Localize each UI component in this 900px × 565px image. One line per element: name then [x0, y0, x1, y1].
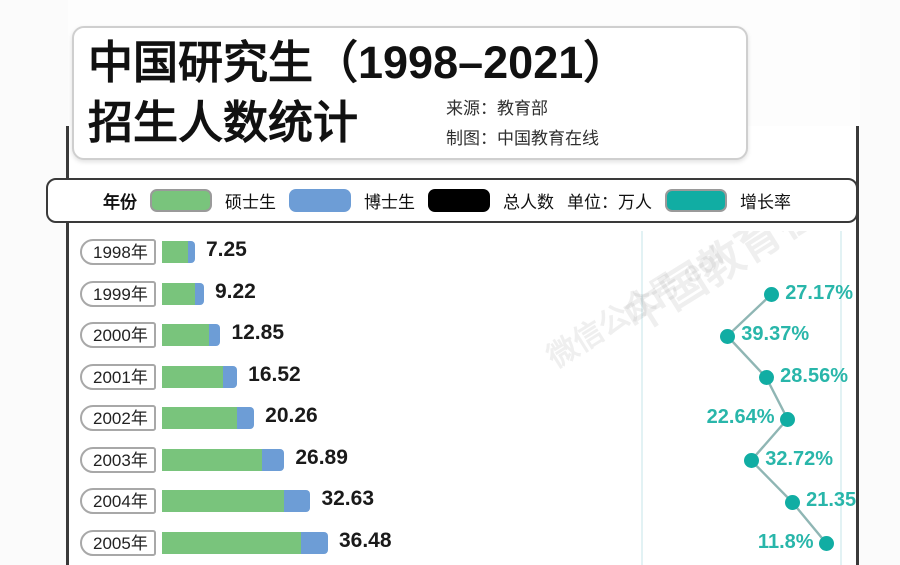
- table-row: 2000年 12.85: [69, 318, 856, 362]
- legend-swatch-growth: [665, 189, 727, 212]
- bar-total-value: 32.63: [321, 487, 375, 510]
- page-title-line1: 中国研究生（1998–2021）: [88, 37, 629, 88]
- table-row: 2004年 32.63: [69, 484, 856, 528]
- legend-swatch-total: [428, 189, 490, 212]
- year-label-2004: 2004年: [80, 488, 156, 514]
- page-margin-left: [0, 0, 68, 565]
- page-title-line2: 招生人数统计: [88, 97, 359, 148]
- stacked-bar: [162, 241, 195, 263]
- table-row: 2005年 36.48: [69, 526, 856, 565]
- legend-year-label: 年份: [103, 193, 137, 212]
- stacked-bar: [162, 448, 285, 471]
- bar-segment-master: [162, 531, 301, 554]
- legend-unit-label: 单位：万人: [567, 193, 652, 212]
- bar-segment-master: [162, 365, 223, 388]
- bar-segment-phd: [209, 324, 221, 346]
- bar-total-value: 7.25: [205, 238, 247, 261]
- stacked-bar: [162, 365, 238, 388]
- table-row: 2001年 16.52: [69, 360, 856, 404]
- table-row: 2002年 20.26: [69, 401, 856, 445]
- year-label-2000: 2000年: [80, 322, 156, 348]
- card-frame-right: [856, 126, 859, 565]
- bar-segment-phd: [262, 448, 285, 471]
- stacked-bar: [162, 282, 204, 305]
- bar-segment-phd: [284, 490, 311, 512]
- page-margin-right: [860, 0, 900, 565]
- table-row: 2003年 26.89: [69, 443, 856, 487]
- year-label-2002: 2002年: [80, 405, 156, 431]
- bar-segment-master: [162, 282, 196, 305]
- legend-growth-label: 增长率: [740, 193, 791, 212]
- stacked-bar: [162, 531, 328, 554]
- bar-total-value: 12.85: [231, 321, 285, 344]
- card-frame-left: [66, 126, 69, 565]
- title-panel: 中国研究生（1998–2021） 招生人数统计 来源：教育部 制图：中国教育在线: [72, 26, 748, 160]
- bar-segment-phd: [188, 241, 195, 263]
- bar-segment-master: [162, 448, 263, 471]
- bar-segment-phd: [195, 282, 204, 305]
- year-label-2003: 2003年: [80, 446, 156, 473]
- bar-segment-master: [162, 324, 210, 346]
- legend-swatch-master: [150, 189, 212, 212]
- chart-plot-area: 中国教育在线 微信公众号 eol 1998年 7.25 1999年 9.22 2000年…: [69, 231, 856, 565]
- year-label-2001: 2001年: [80, 363, 156, 390]
- gridline-1: [641, 231, 643, 565]
- credits-block: 来源：教育部 制图：中国教育在线: [446, 94, 736, 154]
- year-label-1998: 1998年: [80, 239, 156, 265]
- credit-author: 制图：中国教育在线: [446, 129, 599, 148]
- bar-segment-phd: [222, 365, 238, 388]
- year-label-1999: 1999年: [80, 280, 156, 307]
- bar-total-value: 26.89: [295, 445, 348, 469]
- bar-segment-phd: [300, 531, 328, 554]
- stacked-bar: [162, 324, 221, 346]
- bar-segment-master: [162, 407, 237, 429]
- gridline-2: [840, 231, 842, 565]
- table-row: 1998年 7.25: [69, 235, 856, 279]
- legend-master-label: 硕士生: [225, 193, 276, 212]
- table-row: 1999年 9.22: [69, 277, 856, 321]
- bar-total-value: 36.48: [338, 528, 392, 552]
- legend-total-label: 总人数: [503, 193, 554, 212]
- credit-source: 来源：教育部: [446, 99, 548, 118]
- legend-phd-label: 博士生: [364, 193, 415, 212]
- legend-swatch-phd: [289, 189, 351, 212]
- bar-total-value: 9.22: [214, 279, 256, 303]
- chart-legend: 年份 硕士生 博士生 总人数 单位：万人 增长率: [46, 178, 858, 223]
- bar-segment-master: [162, 241, 189, 263]
- bar-total-value: 20.26: [265, 404, 318, 427]
- bar-segment-master: [162, 490, 285, 512]
- bar-segment-phd: [236, 407, 255, 429]
- stacked-bar: [162, 490, 311, 512]
- bar-total-value: 16.52: [248, 362, 301, 386]
- year-label-2005: 2005年: [80, 529, 156, 556]
- stacked-bar: [162, 407, 255, 429]
